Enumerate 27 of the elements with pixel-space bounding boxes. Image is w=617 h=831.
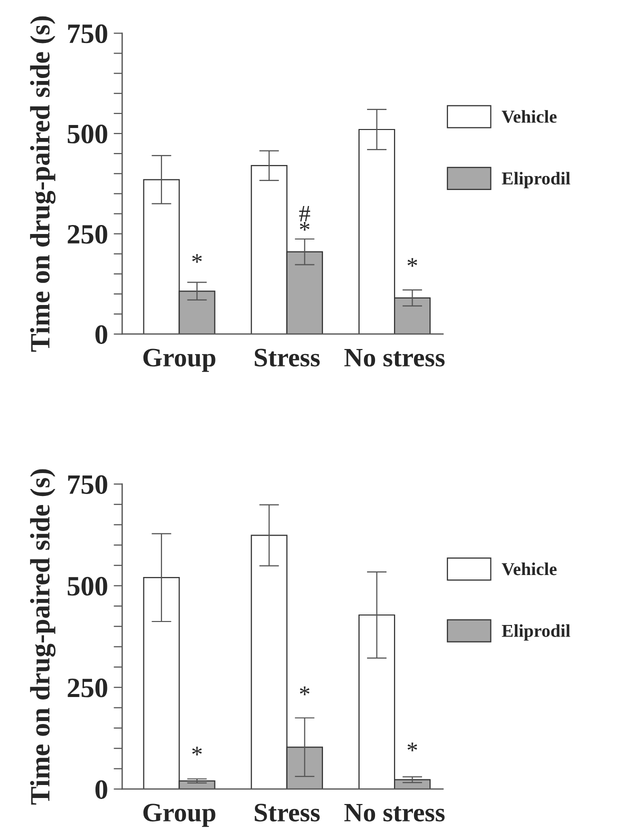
legend-label: Vehicle bbox=[502, 110, 557, 123]
annotation: * bbox=[192, 254, 202, 263]
annotation: * bbox=[408, 742, 418, 752]
annotation: * bbox=[408, 258, 418, 267]
y-tick-label: 0 bbox=[95, 780, 108, 799]
annotation: * bbox=[300, 686, 310, 696]
x-tick-label: Stress bbox=[254, 804, 320, 822]
annotation: * bbox=[300, 222, 310, 231]
y-tick-label: 250 bbox=[68, 224, 108, 244]
y-tick-label: 750 bbox=[68, 24, 108, 44]
y-axis-title: Time on drug-paired side (s) bbox=[30, 16, 56, 352]
x-tick-label: No stress bbox=[344, 348, 445, 367]
annotation: # bbox=[299, 206, 310, 222]
y-tick-label: 500 bbox=[68, 124, 108, 144]
legend-label: Vehicle bbox=[502, 562, 557, 576]
x-tick-label: No stress bbox=[344, 804, 445, 822]
annotation: * bbox=[192, 746, 202, 756]
x-tick-label: Stress bbox=[254, 348, 320, 367]
x-tick-label: Group bbox=[143, 804, 216, 827]
legend-label: Eliprodil bbox=[502, 624, 570, 641]
y-tick-label: 250 bbox=[68, 678, 108, 698]
y-axis-title: Time on drug-paired side (s) bbox=[30, 469, 56, 805]
y-tick-label: 750 bbox=[68, 475, 108, 494]
x-tick-label: Group bbox=[143, 348, 216, 372]
y-tick-label: 500 bbox=[68, 576, 108, 596]
legend-label: Eliprodil bbox=[502, 172, 570, 188]
y-tick-label: 0 bbox=[95, 325, 108, 344]
